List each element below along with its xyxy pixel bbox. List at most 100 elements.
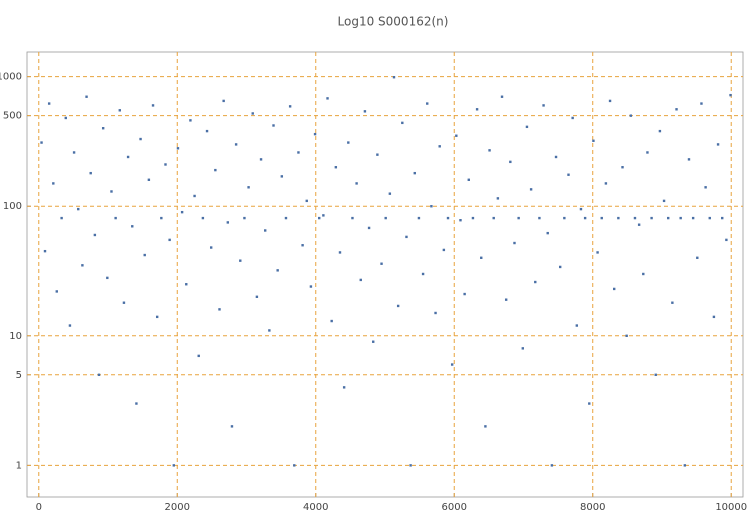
point [583,216,587,220]
point [259,158,263,161]
point [488,149,491,152]
point [475,108,479,111]
point [376,153,379,156]
point [347,141,350,144]
point [679,216,682,220]
point [721,216,724,220]
point [151,104,155,107]
point [392,76,396,79]
point [135,402,138,405]
point [413,171,416,175]
point [409,464,412,467]
point [625,334,628,337]
point [318,216,321,220]
point [405,235,408,239]
point [168,238,171,242]
point [500,95,504,98]
point [525,125,529,129]
point [704,186,707,189]
point [521,347,524,350]
point [64,116,67,120]
point [434,311,437,315]
point [247,186,250,189]
point [596,251,599,254]
point [52,182,55,185]
y-tick-label: 500 [3,111,22,122]
point [338,251,342,254]
point [504,298,508,301]
point [309,285,313,288]
chart-title: Log10 S000162(n) [338,15,449,29]
point [388,192,392,195]
point [542,104,545,107]
point [185,283,188,286]
point [484,425,487,428]
point [480,256,483,259]
x-tick-label: 4000 [303,502,328,512]
point [342,386,346,389]
point [637,223,641,226]
point [646,151,649,154]
point [280,175,284,178]
point [351,216,354,220]
point [430,205,433,208]
point [712,315,716,319]
point [588,402,591,405]
point [725,238,728,242]
point [334,166,338,169]
point [313,132,317,136]
point [222,99,225,103]
point [629,114,633,117]
point [164,163,167,166]
point [201,216,205,220]
point [579,207,583,211]
point [114,216,117,220]
point [509,160,512,164]
point [180,210,184,214]
point [255,295,259,298]
point [662,199,666,203]
point [301,244,304,247]
point [305,199,308,203]
point [417,216,421,220]
point [363,110,367,113]
point [708,216,711,220]
point [55,290,58,293]
point [147,178,151,181]
point [72,151,76,154]
point [243,216,246,220]
point [467,178,470,181]
point [189,119,192,122]
point [604,182,608,185]
point [700,102,703,105]
point [326,97,329,100]
x-tick-label: 10000 [715,502,747,512]
point [226,221,230,224]
point [513,241,516,245]
point [160,216,163,220]
point [687,158,691,161]
point [621,166,624,169]
point [384,216,387,220]
point [110,190,113,193]
point [122,301,126,304]
point [139,137,142,141]
point [205,129,209,133]
point [633,216,637,220]
point [463,292,466,296]
point [172,464,176,467]
point [143,253,146,257]
point [421,272,425,276]
point [455,134,458,137]
point [450,363,454,366]
point [218,308,221,311]
point [683,464,687,467]
point [85,95,88,98]
point [642,272,645,276]
point [567,173,570,176]
point [209,246,213,249]
x-tick-label: 6000 [442,502,467,512]
point [47,102,51,105]
point [671,301,674,304]
